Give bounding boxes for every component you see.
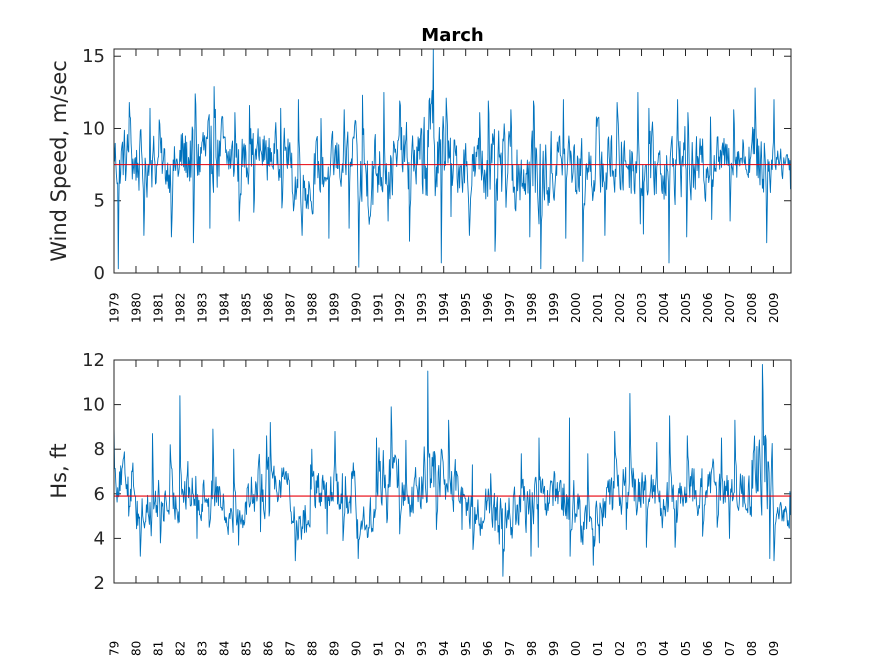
x-tick-label: 1993 bbox=[415, 292, 429, 323]
y-tick-label: 6 bbox=[94, 484, 105, 505]
y-tick-label: 8 bbox=[94, 439, 105, 460]
chart-title: March bbox=[421, 25, 483, 46]
x-tick-label: 88 bbox=[305, 641, 319, 656]
x-tick-label: 93 bbox=[415, 641, 429, 656]
x-tick-label: 1984 bbox=[217, 292, 231, 323]
x-tick-label: 1994 bbox=[437, 292, 451, 323]
x-tick-label: 1988 bbox=[305, 292, 319, 323]
x-tick-label: 1990 bbox=[349, 292, 363, 323]
x-tick-label: 1980 bbox=[129, 292, 143, 323]
x-tick-label: 04 bbox=[657, 641, 671, 656]
x-tick-label: 1991 bbox=[371, 292, 385, 323]
x-tick-label: 82 bbox=[173, 641, 187, 656]
y-tick-label: 4 bbox=[94, 528, 105, 549]
x-tick-label: 1997 bbox=[503, 292, 517, 323]
x-tick-label: 00 bbox=[569, 641, 583, 656]
x-tick-label: 01 bbox=[591, 641, 605, 656]
axes-frame bbox=[113, 48, 792, 274]
x-tick-label: 1992 bbox=[393, 292, 407, 323]
x-tick-label: 99 bbox=[547, 641, 561, 656]
y-tick-label: 2 bbox=[94, 573, 105, 594]
x-tick-label: 91 bbox=[371, 641, 385, 656]
x-tick-label: 92 bbox=[393, 641, 407, 656]
axes-frame bbox=[113, 359, 792, 584]
y-axis-label: Hs, ft bbox=[47, 443, 71, 498]
x-tick-label: 1998 bbox=[525, 292, 539, 323]
x-tick-label: 2006 bbox=[701, 292, 715, 323]
x-tick-label: 1995 bbox=[459, 292, 473, 323]
x-tick-label: 2001 bbox=[591, 292, 605, 323]
x-tick-label: 05 bbox=[679, 641, 693, 656]
x-tick-label: 1983 bbox=[195, 292, 209, 323]
x-tick-label: 81 bbox=[151, 641, 165, 656]
x-tick-label: 03 bbox=[635, 641, 649, 656]
x-tick-label: 2004 bbox=[657, 292, 671, 323]
x-tick-label: 1979 bbox=[108, 292, 122, 323]
x-tick-label: 1999 bbox=[547, 292, 561, 323]
y-tick-label: 10 bbox=[82, 118, 105, 139]
x-tick-label: 2005 bbox=[679, 292, 693, 323]
x-tick-label: 1987 bbox=[283, 292, 297, 323]
x-tick-label: 2009 bbox=[767, 292, 781, 323]
x-tick-label: 84 bbox=[217, 641, 231, 656]
x-tick-label: 07 bbox=[723, 641, 737, 656]
x-tick-label: 90 bbox=[349, 641, 363, 656]
x-tick-label: 94 bbox=[437, 641, 451, 656]
x-tick-label: 2007 bbox=[723, 292, 737, 323]
y-tick-label: 15 bbox=[82, 46, 105, 67]
x-tick-label: 09 bbox=[767, 641, 781, 656]
x-tick-label: 1989 bbox=[327, 292, 341, 323]
x-tick-label: 1985 bbox=[239, 292, 253, 323]
x-tick-label: 85 bbox=[239, 641, 253, 656]
x-tick-label: 2003 bbox=[635, 292, 649, 323]
x-tick-label: 1986 bbox=[261, 292, 275, 323]
x-tick-label: 97 bbox=[503, 641, 517, 656]
x-tick-label: 87 bbox=[283, 641, 297, 656]
y-tick-label: 5 bbox=[94, 191, 105, 212]
x-tick-label: 2008 bbox=[745, 292, 759, 323]
y-tick-label: 12 bbox=[82, 350, 105, 371]
x-tick-label: 95 bbox=[459, 641, 473, 656]
x-tick-label: 02 bbox=[613, 641, 627, 656]
x-tick-label: 98 bbox=[525, 641, 539, 656]
x-tick-label: 06 bbox=[701, 641, 715, 656]
y-axis-label: Wind Speed, m/sec bbox=[47, 60, 71, 262]
y-tick-label: 10 bbox=[82, 395, 105, 416]
x-tick-label: 1996 bbox=[481, 292, 495, 323]
x-tick-label: 1982 bbox=[173, 292, 187, 323]
x-tick-label: 1981 bbox=[151, 292, 165, 323]
y-tick-label: 0 bbox=[94, 263, 105, 284]
x-tick-label: 2000 bbox=[569, 292, 583, 323]
series-line bbox=[113, 48, 791, 270]
x-tick-label: 89 bbox=[327, 641, 341, 656]
x-tick-label: 96 bbox=[481, 641, 495, 656]
x-tick-label: 79 bbox=[108, 641, 122, 656]
x-tick-label: 83 bbox=[195, 641, 209, 656]
series-line bbox=[113, 364, 791, 577]
x-tick-label: 80 bbox=[129, 641, 143, 656]
x-tick-label: 2002 bbox=[613, 292, 627, 323]
x-tick-label: 08 bbox=[745, 641, 759, 656]
x-tick-label: 86 bbox=[261, 641, 275, 656]
